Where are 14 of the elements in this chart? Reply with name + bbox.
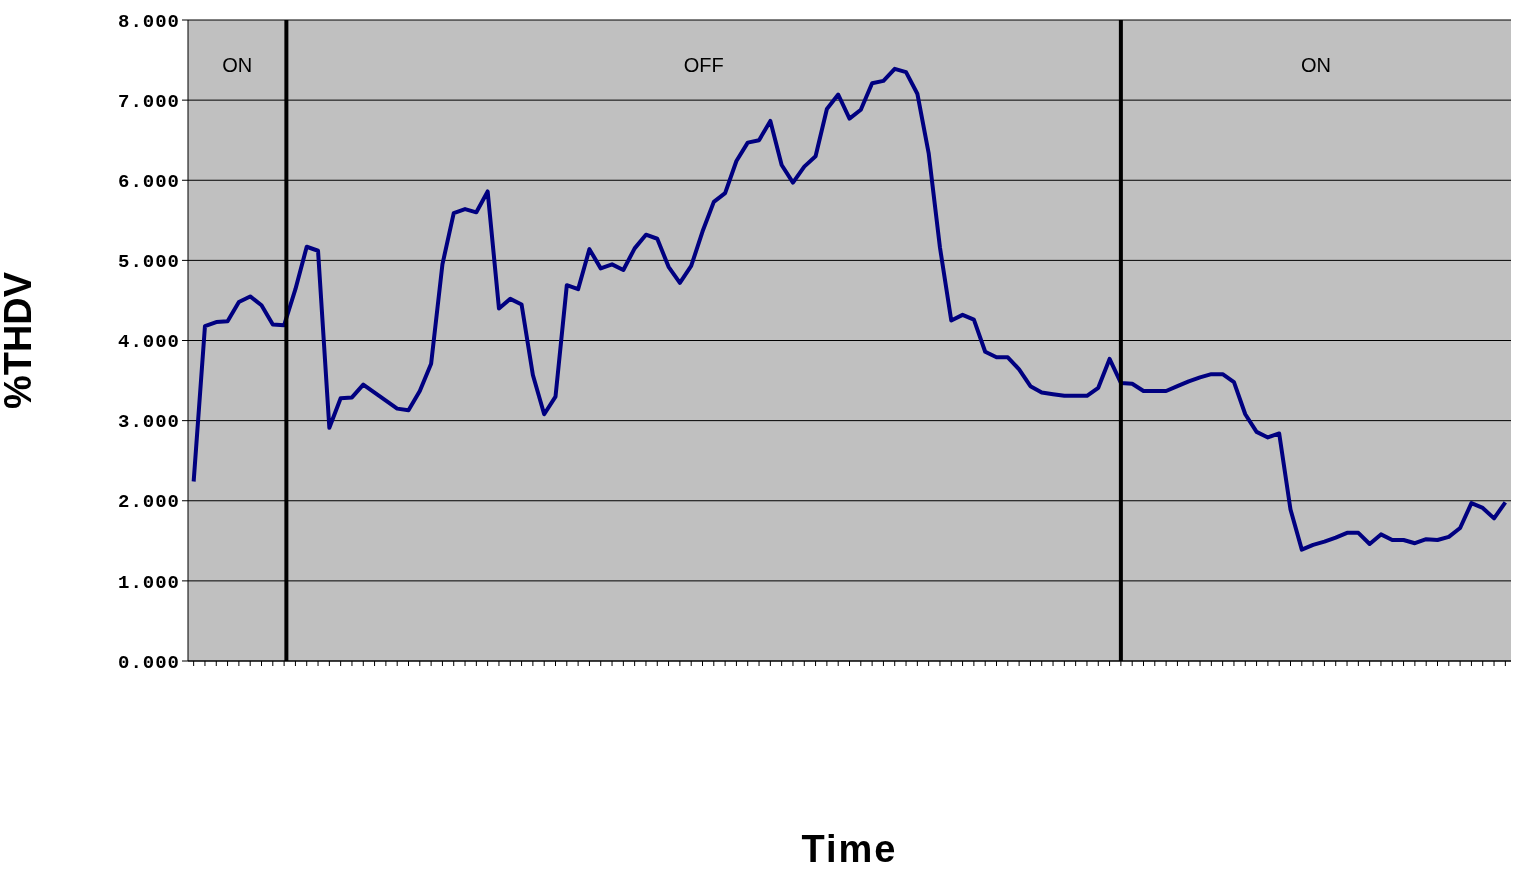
y-tick-label: 3.000	[117, 411, 180, 434]
y-axis-title: %THDV	[0, 271, 40, 410]
y-tick-label: 5.000	[117, 251, 180, 274]
y-tick-label: 1.000	[117, 571, 180, 594]
x-axis-title: Time	[801, 828, 898, 870]
y-tick-label: 0.000	[117, 651, 180, 674]
y-tick-label: 8.000	[117, 10, 180, 33]
annotation: OFF	[683, 54, 724, 77]
annotation: ON	[1300, 54, 1331, 77]
y-tick-label: 4.000	[117, 331, 180, 354]
y-tick-label: 6.000	[117, 170, 180, 193]
annotation: ON	[222, 54, 253, 77]
y-tick-label: 2.000	[117, 491, 180, 514]
y-tick-label: 7.000	[117, 90, 180, 113]
